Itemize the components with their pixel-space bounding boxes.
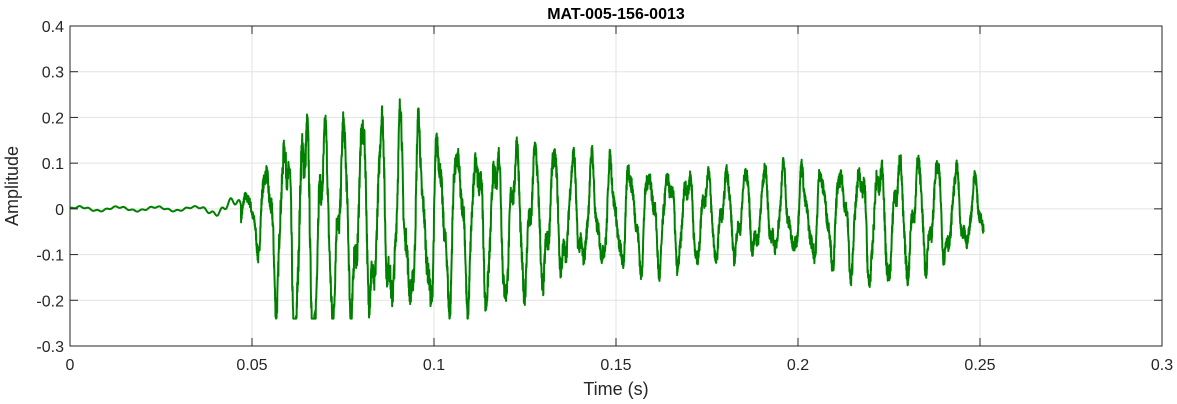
x-tick-label: 0.2 xyxy=(787,357,809,374)
y-tick-label: -0.2 xyxy=(36,293,64,310)
axis-ticks: 0 0.05 0.1 0.15 0.2 0.25 0.3 -0.3 -0.2 -0.1 0 0.1 0.… xyxy=(36,19,1173,374)
y-axis-label: Amplitude xyxy=(2,146,22,226)
y-tick-label: 0.3 xyxy=(42,65,64,82)
y-tick-label: -0.3 xyxy=(36,339,64,356)
chart-title: MAT-005-156-0013 xyxy=(547,6,685,23)
y-tick-label: -0.1 xyxy=(36,248,64,265)
y-tick-label: 0.2 xyxy=(42,110,64,127)
series-line xyxy=(69,98,985,320)
x-tick-label: 0.1 xyxy=(423,357,445,374)
x-tick-label: 0.25 xyxy=(964,357,995,374)
x-tick-label: 0 xyxy=(66,357,75,374)
y-tick-label: 0.1 xyxy=(42,156,64,173)
x-tick-label: 0.05 xyxy=(236,357,267,374)
grid xyxy=(70,26,1162,346)
x-axis-label: Time (s) xyxy=(583,379,648,399)
x-tick-label: 0.15 xyxy=(600,357,631,374)
plot-area xyxy=(69,98,985,320)
y-tick-label: 0.4 xyxy=(42,19,64,36)
y-tick-label: 0 xyxy=(55,202,64,219)
x-tick-label: 0.3 xyxy=(1151,357,1173,374)
